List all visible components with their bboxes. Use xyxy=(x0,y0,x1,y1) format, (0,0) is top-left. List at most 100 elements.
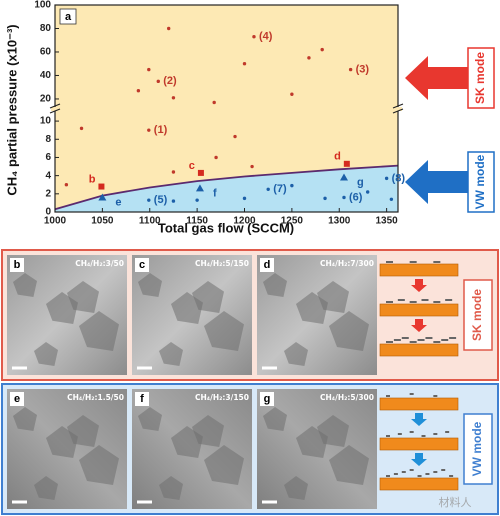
dot-marker xyxy=(214,155,218,160)
dot-marker xyxy=(290,92,294,96)
flake xyxy=(317,281,349,313)
axis-break-gap xyxy=(51,107,59,111)
dot-marker xyxy=(79,126,84,131)
layer xyxy=(393,339,401,341)
step-arrow xyxy=(411,413,427,426)
dot-marker xyxy=(290,183,294,188)
layer xyxy=(441,339,449,341)
layer xyxy=(425,337,433,339)
mode-box xyxy=(463,413,493,485)
flake xyxy=(138,407,162,431)
dot-marker xyxy=(167,26,171,31)
image-label: f xyxy=(140,393,144,405)
x-tick-label: 1200 xyxy=(233,216,256,227)
y-tick-label: 100 xyxy=(34,0,51,11)
flake xyxy=(67,415,99,447)
flake xyxy=(263,273,287,297)
dot-marker xyxy=(212,100,216,105)
square-marker xyxy=(98,183,105,190)
ratio-label: CH₄/H₂:5/300 xyxy=(320,393,374,402)
flake xyxy=(67,281,99,313)
dot-marker xyxy=(307,56,311,60)
x-tick-label: 1150 xyxy=(186,216,208,227)
point-label: (7) xyxy=(273,183,287,195)
step-arrow xyxy=(411,279,427,292)
dot-marker xyxy=(320,47,324,52)
layer xyxy=(433,261,441,263)
y-tick-label: 40 xyxy=(40,70,52,81)
mode-arrow xyxy=(405,160,468,204)
island xyxy=(441,469,446,471)
image-label: e xyxy=(14,393,20,405)
island xyxy=(409,469,414,471)
flake xyxy=(284,342,308,366)
dot-marker xyxy=(348,67,353,72)
layer xyxy=(421,299,429,301)
point-label: (2) xyxy=(163,75,177,87)
mode-box xyxy=(467,47,495,109)
island xyxy=(425,473,430,475)
island xyxy=(433,395,438,397)
layer xyxy=(401,337,409,339)
x-tick-label: 1300 xyxy=(328,216,351,227)
island xyxy=(386,475,390,477)
point-label: (1) xyxy=(154,124,168,136)
island xyxy=(409,431,414,433)
dot-marker xyxy=(147,198,151,202)
image-label: g xyxy=(264,393,271,405)
x-tick-label: 1050 xyxy=(91,216,114,227)
mode-box xyxy=(463,279,493,351)
point-label: b xyxy=(89,173,96,185)
flake xyxy=(204,445,244,485)
mode-box xyxy=(467,151,495,213)
island xyxy=(409,393,414,395)
substrate xyxy=(379,263,459,277)
dot-marker xyxy=(242,62,247,66)
flake xyxy=(79,445,119,485)
vw-region xyxy=(55,165,398,212)
flake xyxy=(192,281,224,313)
y-axis-title: CH₄ partial pressure (x10⁻³) xyxy=(4,24,19,195)
triangle-marker xyxy=(195,184,204,192)
x-tick-label: 1000 xyxy=(44,216,67,227)
dot-marker xyxy=(171,199,176,203)
image-label-box xyxy=(10,392,24,406)
flake xyxy=(263,407,287,431)
flake xyxy=(138,273,162,297)
layer xyxy=(386,301,393,303)
flake xyxy=(317,415,349,447)
x-axis-title: Total gas flow (SCCM) xyxy=(158,220,294,235)
layer xyxy=(386,341,393,343)
substrate xyxy=(379,343,459,357)
dot-marker xyxy=(342,195,346,200)
point-label: (5) xyxy=(154,194,168,206)
dot-marker xyxy=(171,170,176,174)
island xyxy=(433,433,438,435)
axis-break-mark xyxy=(49,103,61,109)
flake xyxy=(159,342,183,366)
dot-marker xyxy=(323,196,327,201)
mode-label: SK mode xyxy=(470,289,484,341)
point-label: f xyxy=(213,187,217,199)
ratio-label: CH₄/H₂:3/50 xyxy=(75,259,124,268)
substrate xyxy=(379,437,459,451)
point-label: (3) xyxy=(356,63,370,75)
dot-marker xyxy=(389,197,394,201)
layer xyxy=(409,301,417,303)
flake xyxy=(159,476,183,500)
y-tick-label: 60 xyxy=(40,47,52,58)
image-label-box xyxy=(260,258,274,272)
y-tick-label: 2 xyxy=(45,188,51,199)
dot-marker xyxy=(384,176,389,181)
x-tick-label: 1250 xyxy=(281,216,304,227)
flake xyxy=(329,445,369,485)
image-label: c xyxy=(139,259,145,271)
point-label: (6) xyxy=(349,191,363,203)
square-marker xyxy=(197,169,204,176)
y-tick-label: 4 xyxy=(45,170,51,181)
flake xyxy=(13,273,37,297)
substrate xyxy=(379,477,459,491)
layer xyxy=(397,299,405,301)
dot-marker xyxy=(171,96,176,100)
y-tick-label: 8 xyxy=(45,134,51,145)
